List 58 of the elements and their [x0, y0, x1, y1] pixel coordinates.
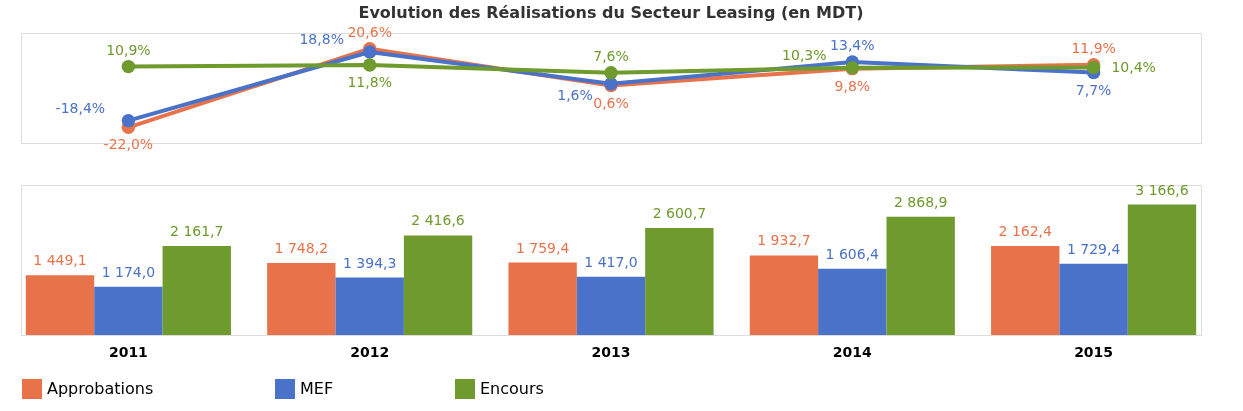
data-label: 11,9% — [1071, 39, 1116, 56]
data-label: 10,4% — [1111, 58, 1156, 75]
bar — [991, 245, 1060, 335]
legend-label: Encours — [480, 379, 544, 398]
bar — [886, 216, 955, 335]
chart-title: Evolution des Réalisations du Secteur Leasing (en MDT) — [358, 3, 864, 23]
data-label: 11,8% — [347, 73, 392, 90]
legend-label: Approbations — [47, 379, 154, 398]
data-label: 1 932,7 — [757, 232, 811, 249]
data-label: 2 868,9 — [893, 193, 948, 210]
x-tick-label: 2015 — [1074, 343, 1114, 360]
bar — [267, 262, 336, 335]
bar — [162, 245, 231, 335]
bar — [94, 286, 163, 335]
bar — [818, 268, 887, 335]
data-label: 1 748,2 — [274, 239, 329, 256]
legend-label: MEF — [300, 379, 334, 398]
data-label: 2 600,7 — [652, 204, 707, 221]
data-label: 7,6% — [593, 47, 629, 64]
data-label: 18,8% — [299, 31, 344, 48]
bar — [645, 227, 714, 335]
data-label: 1 449,1 — [33, 252, 87, 269]
bar — [576, 276, 646, 335]
point — [604, 66, 618, 80]
x-tick-label: 2014 — [832, 343, 873, 360]
x-tick-label: 2011 — [108, 343, 148, 360]
data-label: 2 416,6 — [411, 212, 465, 229]
x-tick-label: 2012 — [350, 343, 390, 360]
data-label: 2 161,7 — [170, 222, 224, 239]
bar — [508, 262, 577, 335]
bar — [25, 275, 95, 335]
data-label: 13,4% — [830, 36, 875, 53]
data-label: 1 729,4 — [1066, 240, 1121, 257]
bar — [1059, 263, 1128, 335]
point — [362, 58, 377, 72]
x-tick-label: 2013 — [591, 343, 631, 360]
bar — [1127, 204, 1197, 335]
bar — [335, 277, 404, 335]
data-label: 1,6% — [557, 86, 593, 103]
data-label: 20,6% — [347, 23, 392, 40]
data-label: 1 174,0 — [101, 263, 156, 280]
data-label: 0,6% — [593, 94, 629, 111]
point — [121, 59, 136, 74]
data-label: 7,7% — [1075, 81, 1112, 98]
data-label: 1 417,0 — [584, 253, 638, 270]
data-label: 1 759,4 — [515, 239, 570, 256]
data-label: 9,8% — [834, 77, 871, 94]
data-label: -22,0% — [103, 136, 154, 153]
data-label: 10,3% — [782, 46, 827, 63]
data-label: 10,9% — [106, 41, 151, 58]
bar — [403, 235, 473, 335]
data-label: 3 166,6 — [1135, 181, 1189, 198]
data-label: 1 394,3 — [342, 254, 397, 271]
data-label: 1 606,4 — [825, 245, 880, 262]
data-label: -18,4% — [55, 99, 106, 116]
data-label: 2 162,4 — [998, 222, 1053, 239]
point — [121, 113, 136, 128]
bar — [749, 255, 819, 335]
